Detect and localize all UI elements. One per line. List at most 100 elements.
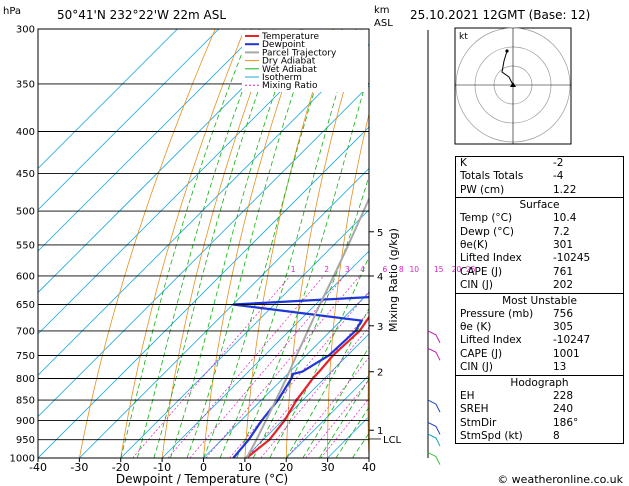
isotherm-line	[38, 85, 369, 418]
pressure-tick-label: 900	[16, 416, 35, 427]
pressure-tick-label: 700	[16, 326, 35, 337]
row-label: θe(K)	[460, 239, 488, 252]
pressure-tick-label: 500	[16, 207, 35, 218]
surface-box: Surface Temp (°C) 10.4 Dewp (°C) 7.2 θe(K)…	[455, 198, 624, 294]
isotherm-line	[38, 29, 220, 211]
legend-entry: Dewpoint	[262, 40, 305, 50]
mixing-ratio-label: 4	[360, 265, 365, 274]
mixing-ratio-label: 25	[466, 265, 476, 274]
height-unit-asl: ASL	[374, 18, 393, 29]
dry-adiabat-line	[203, 29, 304, 458]
mixing-ratio-label: 15	[434, 265, 444, 274]
row-label: CAPE (J)	[460, 265, 503, 278]
wet-adiabat-line	[335, 406, 369, 458]
lcl-label: LCL	[383, 435, 402, 446]
x-axis-title: Dewpoint / Temperature (°C)	[116, 472, 288, 486]
skewt-plot: 1 2 3 4 6 8 10 15 20 2530035040045050055060065070…	[10, 25, 476, 475]
row-value: 202	[553, 279, 574, 292]
index-label: PW (cm)	[460, 183, 505, 196]
surface-row: Lifted Index -10245	[456, 252, 623, 265]
hodograph: kt	[454, 27, 572, 145]
row-value: 7.2	[553, 225, 570, 238]
surface-row: CIN (J) 202	[456, 279, 623, 292]
mixing-ratio-axis-title: Mixing Ratio (g/kg)	[387, 228, 400, 332]
row-value: 10.4	[553, 212, 577, 225]
wet-adiabat-line	[170, 29, 298, 458]
wind-barb	[427, 421, 441, 435]
footer-copyright: © weatheronline.co.uk	[497, 473, 623, 486]
most-unstable-box: Most Unstable Pressure (mb) 756 θe (K) 305…	[455, 293, 624, 376]
x-tick-label: -10	[153, 461, 171, 474]
row-label: CIN (J)	[460, 361, 493, 374]
mixing-ratio-label: 8	[399, 265, 404, 274]
wind-barb	[427, 347, 441, 361]
x-tick-label: 40	[362, 461, 376, 474]
mu-row: CIN (J) 13	[456, 361, 623, 374]
index-value: -4	[553, 170, 564, 183]
row-value: 756	[553, 307, 574, 320]
hodo-row: EH 228	[456, 390, 623, 403]
indices-box: K -2 Totals Totals -4 PW (cm) 1.22	[455, 156, 624, 199]
isotherm-line	[38, 29, 261, 252]
isotherm-line	[286, 374, 369, 458]
hodo-row: StmDir 186°	[456, 417, 623, 430]
index-row: Totals Totals -4	[456, 170, 623, 183]
wind-barb	[427, 433, 441, 447]
pressure-tick-label: 550	[16, 240, 35, 251]
row-label: StmDir	[460, 416, 497, 429]
pressure-tick-label: 1000	[10, 454, 35, 465]
mu-row: θe (K) 305	[456, 321, 623, 334]
wet-adiabat-line	[153, 29, 282, 458]
isotherm-line	[38, 43, 369, 376]
isotherm-line	[38, 29, 344, 335]
pressure-tick-label: 300	[16, 25, 35, 36]
isotherm-line	[38, 126, 369, 458]
pressure-tick-label: 800	[16, 374, 35, 385]
location-title: 50°41'N 232°22'W 22m ASL	[57, 8, 226, 22]
wet-adiabat-line	[318, 378, 369, 458]
index-value: -2	[553, 157, 564, 169]
row-label: Dewp (°C)	[460, 225, 514, 238]
wind-profile	[427, 30, 441, 465]
row-label: StmSpd (kt)	[460, 429, 523, 442]
km-tick-label: 3	[377, 322, 383, 333]
row-value: -10245	[553, 252, 591, 265]
legend-entry: Parcel Trajectory	[262, 48, 337, 58]
index-value: 1.22	[553, 183, 577, 196]
pressure-tick-label: 350	[16, 79, 35, 90]
mixing-ratio-line	[229, 290, 369, 458]
legend-entry: Wet Adiabat	[262, 65, 317, 75]
legend-entry: Dry Adiabat	[262, 57, 316, 67]
surface-row: Temp (°C) 10.4	[456, 212, 623, 225]
row-label: SREH	[460, 403, 489, 416]
height-unit-km: km	[374, 5, 390, 16]
isotherm-line	[38, 29, 302, 294]
legend-entry: Mixing Ratio	[262, 81, 318, 91]
wind-barb	[427, 330, 441, 344]
mixing-ratio-label: 6	[382, 265, 387, 274]
row-value: 228	[553, 389, 574, 402]
legend-entry: Temperature	[261, 32, 319, 42]
legend-entry: Isotherm	[262, 73, 302, 83]
km-tick-label: 4	[377, 272, 383, 283]
row-value: 13	[553, 361, 567, 374]
mixing-ratio-label: 2	[324, 265, 329, 274]
mu-row: CAPE (J) 1001	[456, 348, 623, 361]
pressure-tick-label: 450	[16, 169, 35, 180]
wind-barb	[427, 399, 441, 413]
index-row: PW (cm) 1.22	[456, 184, 623, 197]
wet-adiabat-line	[219, 29, 357, 458]
km-tick-label: 2	[377, 368, 383, 379]
row-label: Temp (°C)	[460, 212, 513, 225]
isotherm-line	[79, 167, 369, 458]
surface-row: Dewp (°C) 7.2	[456, 226, 623, 239]
row-label: Pressure (mb)	[460, 307, 534, 320]
index-label: Totals Totals	[460, 170, 524, 183]
isotherm-line	[38, 29, 178, 169]
plot-frame	[37, 28, 370, 459]
hodograph-stats-title: Hodograph	[510, 376, 569, 389]
row-label: Lifted Index	[460, 334, 522, 347]
wet-adiabat-line	[120, 29, 252, 458]
row-value: 305	[553, 321, 574, 334]
row-value: -10247	[553, 334, 591, 347]
